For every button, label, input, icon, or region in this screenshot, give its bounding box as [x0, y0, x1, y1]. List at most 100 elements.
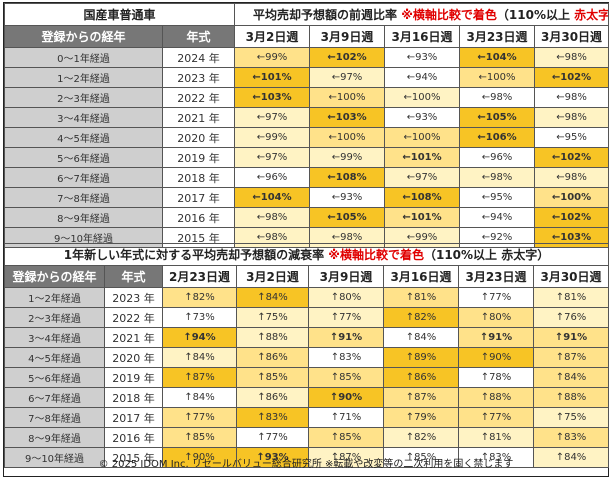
table1-corner-title: 国産車普通車: [3, 3, 236, 26]
ratio-cell: ←96%: [234, 167, 311, 188]
ratio-cell: ↑81%: [532, 287, 610, 308]
ratio-cell: ←104%: [234, 187, 311, 208]
row-elapsed-label: 5～6年経過: [4, 367, 105, 388]
ratio-cell: ↑91%: [458, 327, 534, 348]
date-header: 3月2日週: [236, 265, 309, 288]
ratio-cell: ←98%: [459, 167, 536, 188]
table2-title-paren-open: （110%以上: [423, 248, 498, 262]
row-elapsed-label: 8～9年経過: [4, 427, 105, 448]
row-model-year: 2019 年: [104, 367, 163, 388]
table1-years-header: 登録からの経年: [4, 25, 163, 48]
row-elapsed-label: 9～10年経過: [4, 227, 163, 248]
row-elapsed-label: 7～8年経過: [4, 407, 105, 428]
ratio-cell: ←95%: [534, 127, 610, 148]
ratio-cell: ←98%: [534, 167, 610, 188]
ratio-cell: ↑84%: [532, 447, 610, 468]
ratio-cell: ↑71%: [308, 407, 384, 428]
ratio-cell: ←100%: [459, 67, 536, 88]
table2-title-note: ※横軸比較で着色: [328, 248, 424, 262]
ratio-cell: ←99%: [234, 47, 311, 68]
ratio-cell: ←98%: [459, 87, 536, 108]
ratio-cell: ↑77%: [458, 287, 534, 308]
date-header: 3月2日週: [234, 25, 311, 48]
table1-title-note: ※横軸比較で着色: [401, 8, 497, 22]
table2-title-text: 1年新しい年式に対する平均売却予想額の減衰率: [63, 248, 325, 262]
ratio-cell: ←94%: [459, 207, 536, 228]
table1-model-header: 年式: [161, 25, 236, 48]
ratio-cell: ↑87%: [308, 447, 384, 468]
ratio-cell: ←108%: [384, 187, 461, 208]
ratio-cell: ↑90%: [458, 347, 534, 368]
ratio-cell: ↑85%: [236, 367, 309, 388]
ratio-cell: ←95%: [459, 187, 536, 208]
ratio-cell: ↑88%: [236, 327, 309, 348]
ratio-cell: ↑91%: [532, 327, 610, 348]
ratio-cell: ←100%: [534, 187, 610, 208]
date-header: 3月23日週: [459, 25, 536, 48]
ratio-cell: ←102%: [309, 47, 386, 68]
ratio-cell: ↑77%: [308, 307, 384, 328]
ratio-cell: ↑94%: [162, 327, 237, 348]
ratio-cell: ←96%: [459, 147, 536, 168]
ratio-cell: ←101%: [384, 147, 461, 168]
ratio-cell: ←101%: [384, 207, 461, 228]
ratio-cell: ←102%: [534, 207, 610, 228]
row-elapsed-label: 5～6年経過: [4, 147, 163, 168]
ratio-cell: ←100%: [384, 127, 461, 148]
ratio-cell: ↑87%: [532, 347, 610, 368]
ratio-cell: ↑91%: [308, 327, 384, 348]
row-elapsed-label: 6～7年経過: [4, 167, 163, 188]
row-model-year: 2018 年: [161, 167, 236, 188]
ratio-cell: ↑81%: [458, 427, 534, 448]
ratio-cell: ↑93%: [236, 447, 309, 468]
table-row: 4～5年経過 2020 年 ←99% ←100% ←100% ←106% ←95%: [4, 127, 610, 148]
row-model-year: 2015 年: [104, 447, 163, 468]
table-row: 2～3年経過 2022 年 ↑73% ↑75% ↑77% ↑82% ↑80% ↑76%: [4, 307, 610, 328]
row-elapsed-label: 1～2年経過: [4, 67, 163, 88]
table-row: 7～8年経過 2017 年 ↑77% ↑83% ↑71% ↑79% ↑77% ↑75%: [4, 407, 610, 428]
ratio-cell: ↑88%: [532, 387, 610, 408]
ratio-cell: ↑75%: [236, 307, 309, 328]
ratio-cell: ↑86%: [383, 367, 459, 388]
date-header: 2月23日週: [162, 265, 237, 288]
ratio-cell: ←108%: [309, 167, 386, 188]
ratio-cell: ←102%: [534, 67, 610, 88]
ratio-cell: ←102%: [534, 147, 610, 168]
ratio-cell: ↑83%: [458, 447, 534, 468]
table2-title-paren-close: ）: [537, 248, 550, 262]
date-header: 3月9日週: [308, 265, 384, 288]
table-row: 5～6年経過 2019 年 ↑87% ↑85% ↑85% ↑86% ↑78% ↑84%: [4, 367, 610, 388]
ratio-cell: ↑80%: [458, 307, 534, 328]
table-row: 5～6年経過 2019 年 ←97% ←99% ←101% ←96% ←102%: [4, 147, 610, 168]
ratio-cell: ↑88%: [458, 387, 534, 408]
table1-title: 平均売却予想額の前週比率 ※横軸比較で着色（110%以上 赤太字）: [234, 3, 610, 26]
ratio-cell: ←103%: [534, 227, 610, 248]
ratio-cell: ↑77%: [162, 407, 237, 428]
table-row: 0～1年経過 2024 年 ←99% ←102% ←93% ←104% ←98%: [4, 47, 610, 68]
ratio-cell: ←98%: [534, 87, 610, 108]
ratio-cell: ↑84%: [532, 367, 610, 388]
row-elapsed-label: 4～5年経過: [4, 347, 105, 368]
ratio-cell: ←101%: [234, 67, 311, 88]
ratio-cell: ↑86%: [236, 387, 309, 408]
ratio-cell: ↑73%: [162, 307, 237, 328]
row-elapsed-label: 2～3年経過: [4, 307, 105, 328]
ratio-cell: ←100%: [384, 87, 461, 108]
ratio-cell: ↑84%: [236, 287, 309, 308]
row-model-year: 2021 年: [161, 107, 236, 128]
table2-model-header: 年式: [104, 265, 163, 288]
ratio-cell: ↑90%: [162, 447, 237, 468]
date-header: 3月30日週: [534, 25, 610, 48]
row-model-year: 2020 年: [104, 347, 163, 368]
table-row: 9～10年経過 2015 年 ←98% ←98% ←99% ←92% ←103%: [4, 227, 610, 248]
ratio-cell: ↑83%: [532, 427, 610, 448]
ratio-cell: ←98%: [234, 207, 311, 228]
table-row: 2～3年経過 2022 年 ←103% ←100% ←100% ←98% ←98%: [4, 87, 610, 108]
row-model-year: 2020 年: [161, 127, 236, 148]
ratio-cell: ↑89%: [383, 347, 459, 368]
row-model-year: 2018 年: [104, 387, 163, 408]
table2-header-row: 登録からの経年 年式 2月23日週 3月2日週 3月9日週 3月16日週 3月23日週 3…: [4, 265, 610, 288]
row-elapsed-label: 7～8年経過: [4, 187, 163, 208]
ratio-cell: ↑84%: [162, 387, 237, 408]
ratio-cell: ←99%: [384, 227, 461, 248]
